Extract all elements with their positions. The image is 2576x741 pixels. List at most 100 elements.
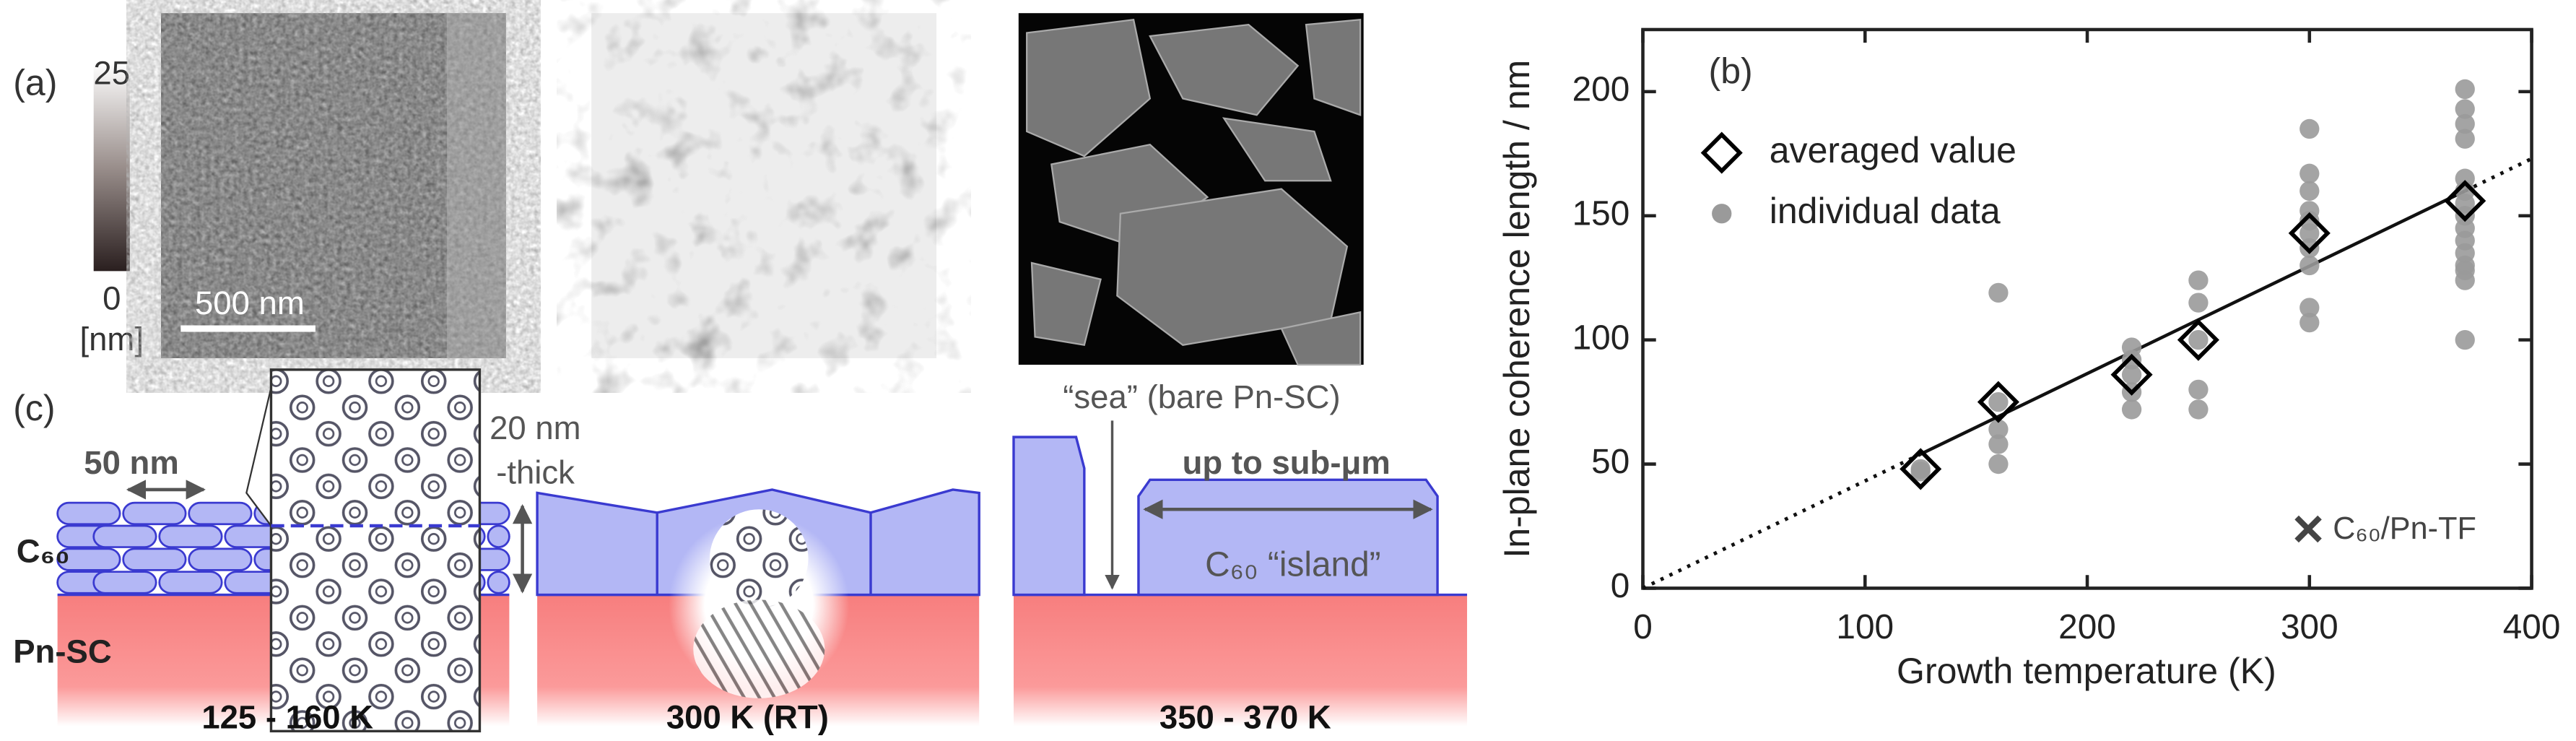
y-tick-label: 50 bbox=[1591, 443, 1629, 481]
plot-frame bbox=[1641, 27, 2533, 590]
data-point bbox=[2188, 379, 2209, 400]
y-tick-label: 150 bbox=[1572, 194, 1630, 233]
y-tick-label: 200 bbox=[1572, 71, 1630, 109]
afm-edge bbox=[446, 13, 506, 358]
zoom-c60 bbox=[710, 509, 809, 608]
annotation-marker bbox=[2294, 515, 2322, 543]
data-point bbox=[1988, 391, 2009, 412]
y-axis-label: In-plane coherence length / nm bbox=[1497, 60, 1537, 558]
grain-boundary bbox=[656, 512, 872, 595]
c60-grain bbox=[487, 571, 510, 594]
annotation: C₆₀/Pn-TF bbox=[2333, 511, 2476, 546]
c60-grain bbox=[188, 501, 253, 526]
data-point bbox=[2455, 270, 2475, 290]
c60-grain bbox=[122, 547, 187, 571]
data-point bbox=[2299, 238, 2320, 259]
x-tick-label: 300 bbox=[2281, 608, 2338, 646]
data-point bbox=[2188, 399, 2209, 420]
temp-label: 125 - 160 K bbox=[201, 698, 373, 735]
y-tick-label: 100 bbox=[1572, 318, 1630, 357]
substrate bbox=[1013, 594, 1468, 727]
data-point bbox=[2121, 399, 2142, 420]
temp-label: 300 K (RT) bbox=[666, 698, 829, 735]
c60-grain bbox=[92, 524, 157, 548]
data-point bbox=[1910, 462, 1931, 482]
afm-texture bbox=[161, 13, 506, 358]
data-point bbox=[2455, 79, 2475, 100]
average-point bbox=[2110, 353, 2153, 396]
c60-grain bbox=[122, 501, 187, 526]
x-axis-label: Growth temperature (K) bbox=[1897, 651, 2276, 691]
c60-grain bbox=[92, 571, 157, 594]
x-tick-label: 400 bbox=[2503, 608, 2561, 646]
c60-grain bbox=[487, 524, 510, 548]
data-point bbox=[2299, 223, 2320, 243]
data-point bbox=[2299, 255, 2320, 276]
substrate-label: Pn-SC bbox=[13, 633, 112, 670]
average-point bbox=[2177, 318, 2219, 361]
panel-label: (c) bbox=[13, 388, 55, 428]
data-point bbox=[2121, 350, 2142, 370]
average-point bbox=[1977, 381, 2019, 423]
data-point bbox=[2455, 330, 2475, 350]
data-point bbox=[2188, 330, 2209, 350]
fit-line bbox=[1920, 189, 2466, 456]
x-tick-label: 0 bbox=[1633, 608, 1653, 646]
data-point bbox=[2188, 292, 2209, 313]
sea-label: “sea” (bare Pn-SC) bbox=[1063, 378, 1340, 415]
zoom-callout bbox=[245, 387, 272, 529]
data-point bbox=[1988, 282, 2009, 303]
island-label: C₆₀ “island” bbox=[1205, 545, 1381, 584]
colorbar-max: 25 bbox=[93, 55, 130, 92]
data-point bbox=[2455, 129, 2475, 149]
fit-extrapolation bbox=[1642, 452, 1922, 590]
data-point bbox=[1988, 419, 2009, 440]
panel-label: (a) bbox=[13, 63, 57, 103]
data-point bbox=[2121, 365, 2142, 385]
afm-texture bbox=[591, 13, 937, 358]
data-point bbox=[1988, 454, 2009, 474]
legend-marker bbox=[1712, 204, 1732, 224]
thickness-label: -thick bbox=[496, 454, 575, 490]
c60-grain bbox=[56, 501, 121, 526]
width-label: 50 nm bbox=[84, 444, 179, 481]
data-point bbox=[2299, 118, 2320, 139]
size-label: up to sub-μm bbox=[1183, 444, 1391, 481]
legend-marker bbox=[1700, 131, 1743, 174]
c60-grain bbox=[158, 524, 223, 548]
data-point bbox=[2455, 99, 2475, 119]
data-point bbox=[2188, 270, 2209, 290]
data-point bbox=[2299, 298, 2320, 318]
panel-a: (a) 25 0 [nm] 500 nm bbox=[13, 13, 1364, 366]
thickness-label: 20 nm bbox=[489, 410, 580, 446]
average-point bbox=[1900, 448, 1942, 490]
c60-grain bbox=[56, 547, 121, 571]
c60-island bbox=[1012, 436, 1086, 597]
average-point bbox=[2444, 180, 2486, 222]
x-tick-label: 100 bbox=[1836, 608, 1894, 646]
colorbar-min: 0 bbox=[103, 280, 121, 316]
average-point bbox=[2288, 212, 2331, 254]
legend-label: individual data bbox=[1770, 191, 2001, 231]
x-tick-label: 200 bbox=[2058, 608, 2116, 646]
zoom-pn bbox=[693, 599, 825, 698]
colorbar-unit: [nm] bbox=[79, 321, 144, 358]
panel-c: (c) 50 nm 20 nm -thick C₆₀ Pn-SC “sea” (… bbox=[13, 368, 1468, 735]
c60-label: C₆₀ bbox=[17, 533, 70, 570]
data-point bbox=[1988, 434, 2009, 454]
colorbar bbox=[93, 62, 130, 272]
c60-grain bbox=[188, 547, 253, 571]
data-point bbox=[2299, 163, 2320, 183]
scale-bar-label: 500 nm bbox=[195, 285, 305, 321]
fit-extrapolation bbox=[2464, 157, 2533, 193]
panel-label: (b) bbox=[1709, 51, 1753, 92]
panel-b: (b) Growth temperature (K) In-plane cohe… bbox=[1497, 27, 2561, 691]
y-tick-label: 0 bbox=[1611, 567, 1630, 605]
c60-grain bbox=[158, 571, 223, 594]
data-point bbox=[2299, 312, 2320, 333]
inset-c60-lattice bbox=[269, 368, 482, 733]
data-point bbox=[2455, 113, 2475, 134]
afm-islands bbox=[1026, 19, 1362, 366]
